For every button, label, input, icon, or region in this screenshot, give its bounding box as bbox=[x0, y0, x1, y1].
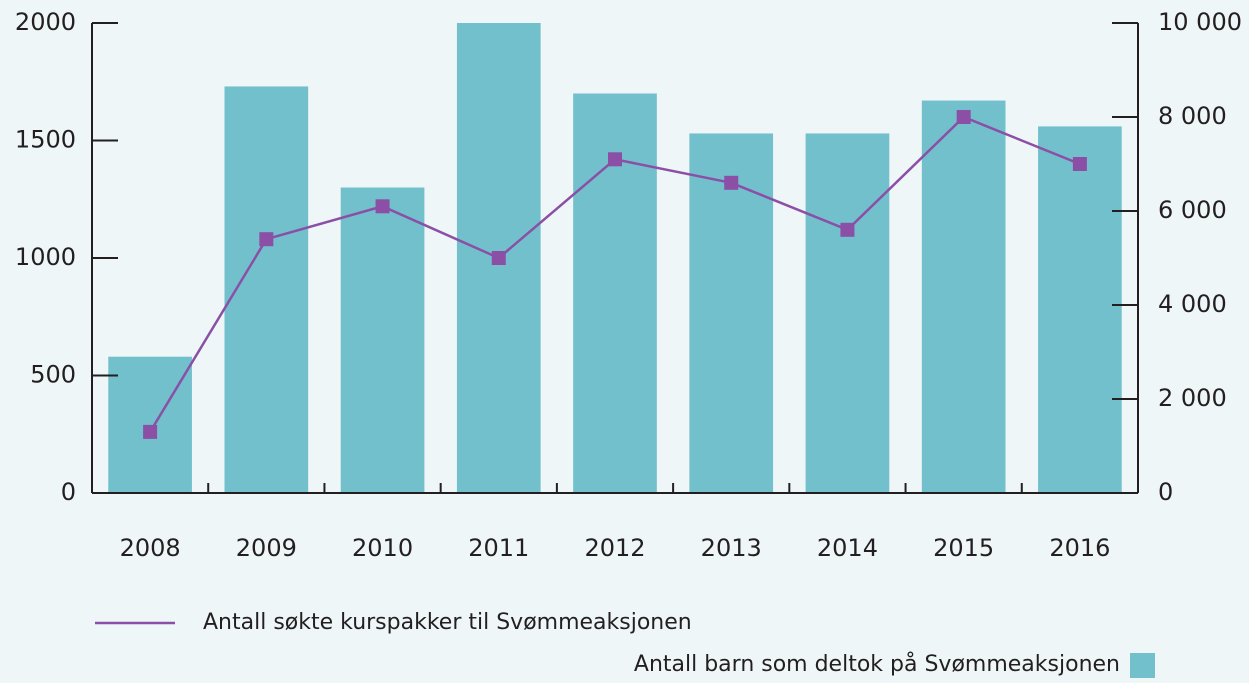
line-marker bbox=[375, 199, 390, 214]
y2-tick-label: 10 000 bbox=[1158, 8, 1242, 36]
x-tick-label: 2014 bbox=[817, 534, 878, 562]
bar bbox=[1038, 126, 1122, 494]
y2-tick-label: 2 000 bbox=[1158, 384, 1227, 412]
x-tick-label: 2011 bbox=[468, 534, 529, 562]
bar bbox=[340, 187, 425, 493]
line-marker bbox=[259, 232, 274, 247]
x-tick-label: 2013 bbox=[701, 534, 762, 562]
line-marker bbox=[143, 424, 158, 439]
bar bbox=[224, 86, 309, 493]
y2-tick-label: 4 000 bbox=[1158, 290, 1227, 318]
legend-swatch bbox=[1130, 653, 1155, 678]
y-tick-label: 0 bbox=[61, 478, 76, 506]
x-tick-label: 2010 bbox=[352, 534, 413, 562]
line-marker bbox=[956, 110, 971, 124]
bar bbox=[108, 356, 192, 493]
bar bbox=[805, 133, 890, 493]
line-marker bbox=[840, 222, 855, 237]
x-tick-label: 2008 bbox=[120, 534, 181, 562]
line-marker bbox=[724, 175, 739, 190]
y2-tick-label: 6 000 bbox=[1158, 196, 1227, 224]
line-marker bbox=[608, 152, 622, 167]
y-tick-label: 1000 bbox=[15, 243, 76, 271]
y2-tick-label: 0 bbox=[1158, 478, 1173, 506]
bar bbox=[921, 100, 1006, 494]
x-tick-label: 2016 bbox=[1049, 534, 1110, 562]
y-tick-label: 2000 bbox=[15, 8, 76, 36]
line-marker bbox=[1072, 157, 1087, 171]
line-marker bbox=[491, 251, 506, 265]
y-tick-label: 1500 bbox=[15, 126, 76, 154]
x-tick-label: 2009 bbox=[236, 534, 297, 562]
x-tick-label: 2015 bbox=[933, 534, 994, 562]
legend-label: Antall søkte kurspakker til Svømmeaksjon… bbox=[203, 610, 692, 635]
legend-label: Antall barn som deltok på Svømmeaksjonen bbox=[634, 651, 1120, 677]
y2-tick-label: 8 000 bbox=[1158, 102, 1227, 130]
x-tick-label: 2012 bbox=[584, 534, 645, 562]
y-tick-label: 500 bbox=[30, 361, 76, 389]
